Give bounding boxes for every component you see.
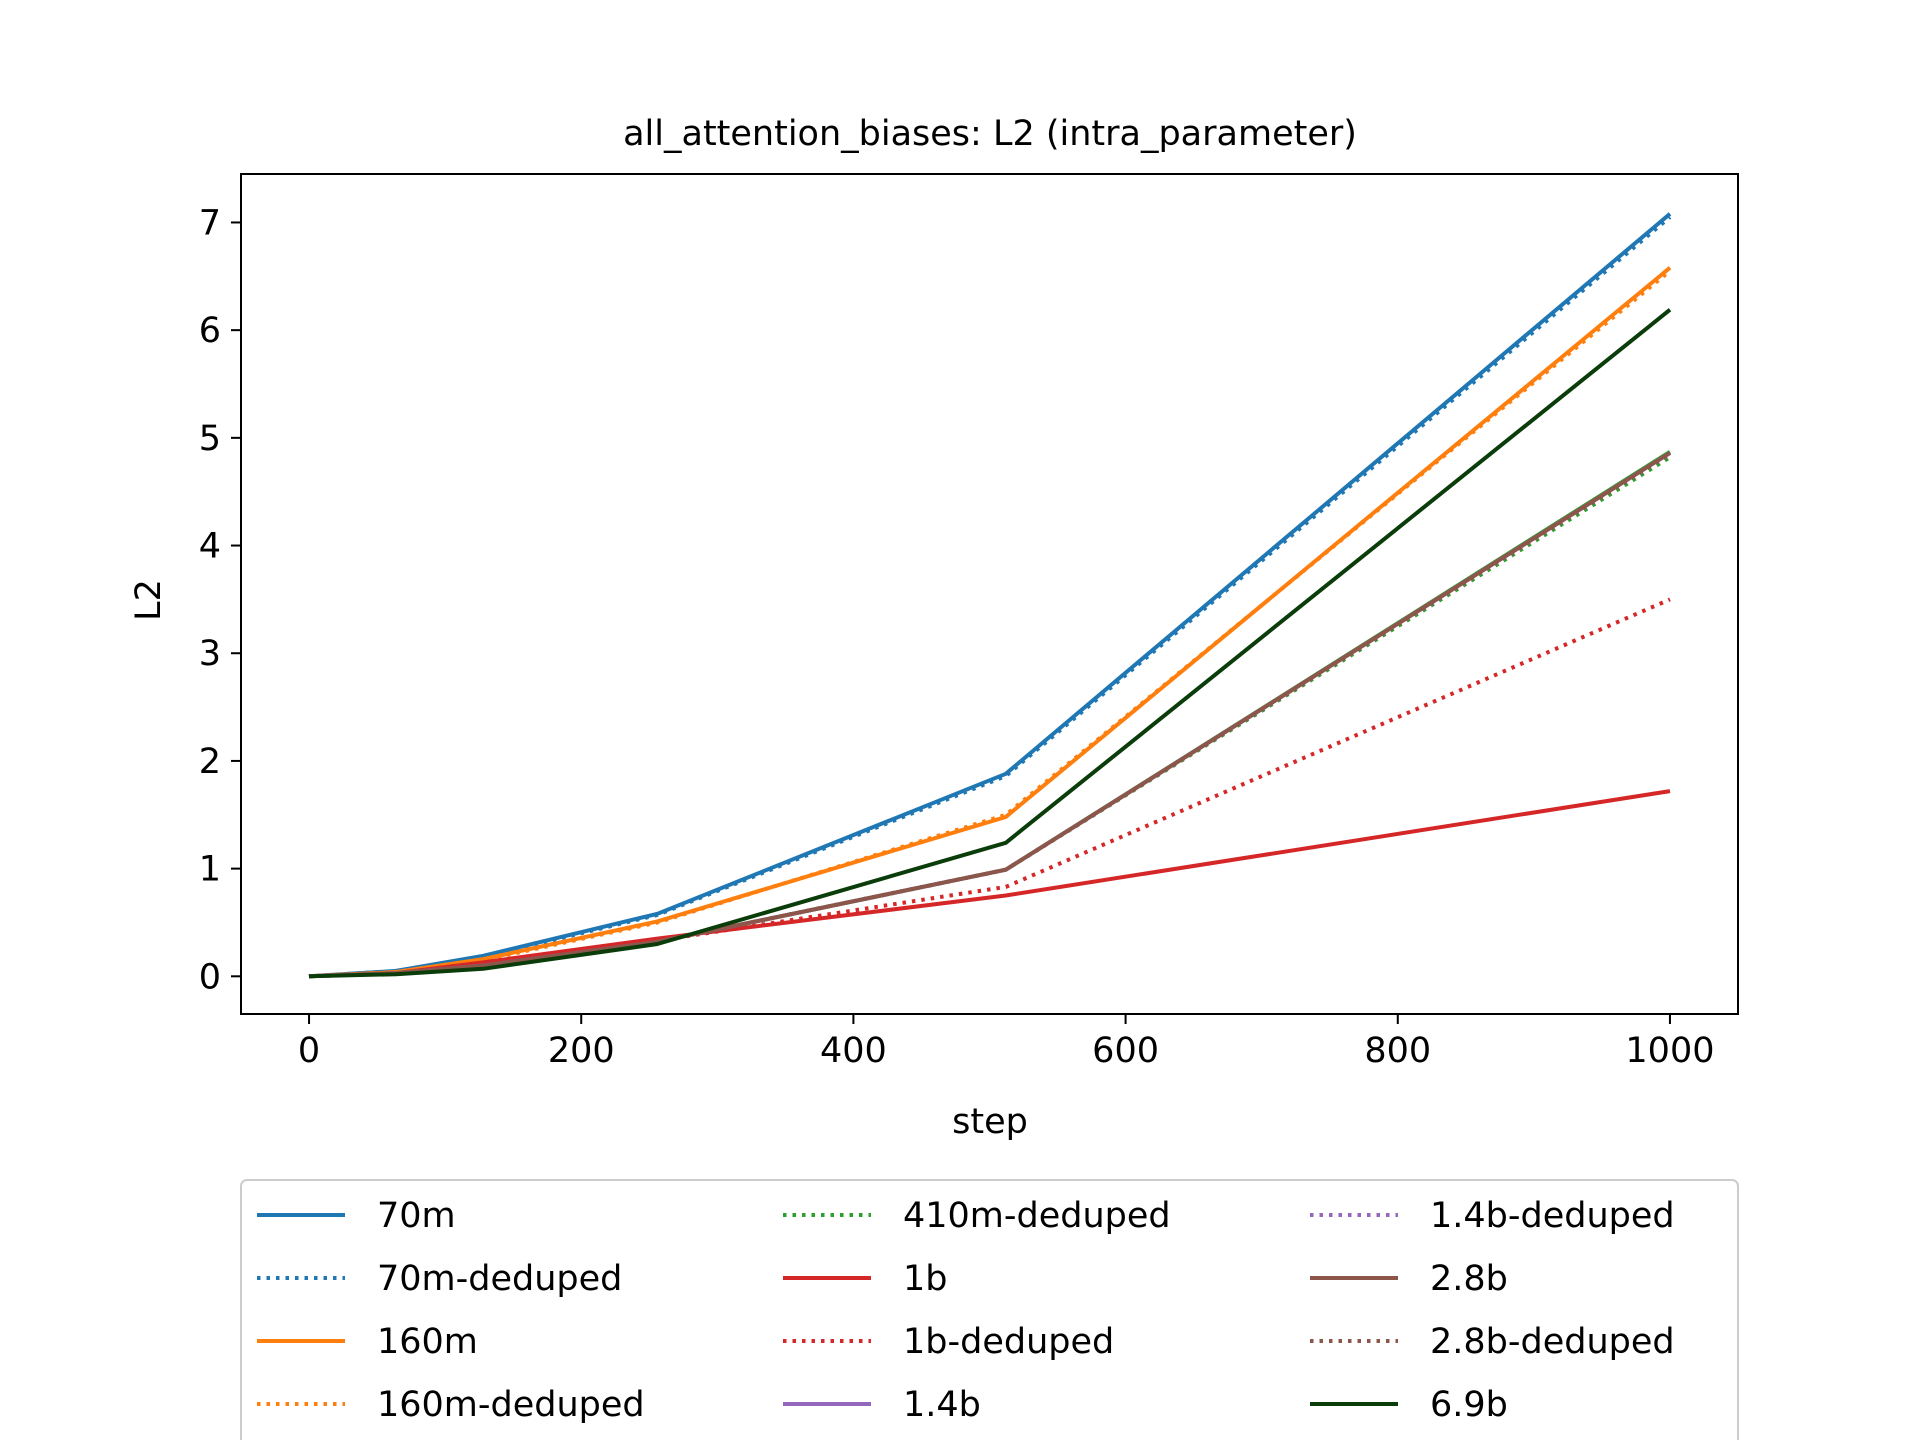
- legend-label: 1.4b: [903, 1385, 981, 1425]
- y-tick-label: 3: [199, 634, 221, 674]
- legend-label: 410m-deduped: [903, 1196, 1171, 1236]
- x-tick-label: 1000: [1625, 1031, 1714, 1071]
- y-tick-label: 7: [199, 203, 221, 243]
- series-line-4: [308, 269, 1672, 979]
- y-tick-label: 6: [199, 311, 221, 351]
- x-tick-label: 0: [298, 1031, 320, 1071]
- x-tick-label: 600: [1092, 1031, 1159, 1071]
- plot-lines: [308, 212, 1672, 979]
- chart-title: all_attention_biases: L2 (intra_paramete…: [623, 114, 1357, 154]
- legend-box: [240, 1179, 1739, 1440]
- legend-label: 1b-deduped: [903, 1322, 1114, 1362]
- legend-label: 2.8b-deduped: [1430, 1322, 1675, 1362]
- legend-label: 160m: [377, 1322, 478, 1362]
- legend-label: 6.9b: [1430, 1385, 1508, 1425]
- legend-label: 1.4b-deduped: [1430, 1196, 1675, 1236]
- x-tick-label: 400: [820, 1031, 887, 1071]
- series-line-12: [308, 308, 1672, 979]
- y-tick-label: 2: [199, 742, 221, 782]
- y-tick-label: 5: [199, 419, 221, 459]
- series-line-1: [308, 212, 1672, 979]
- series-line-11: [308, 452, 1672, 979]
- legend-label: 160m-deduped: [377, 1385, 645, 1425]
- y-tick-label: 0: [199, 957, 221, 997]
- x-tick-label: 800: [1364, 1031, 1431, 1071]
- x-axis-label: step: [952, 1102, 1028, 1142]
- legend-label: 2.8b: [1430, 1259, 1508, 1299]
- plot-frame: [240, 173, 1739, 1015]
- y-axis-label: L2: [129, 579, 169, 621]
- legend-label: 70m-deduped: [377, 1259, 622, 1299]
- legend: 70m 70m-deduped 160m 160m-deduped 410m-dedup…: [240, 1179, 1739, 1440]
- legend-label: 70m: [377, 1196, 456, 1236]
- legend-items: 70m 70m-deduped 160m 160m-deduped 410m-dedup…: [257, 1196, 1675, 1425]
- legend-label: 1b: [903, 1259, 948, 1299]
- series-line-7: [308, 597, 1671, 979]
- y-axis-ticks: 0 1 2 3 4 5 6 7: [199, 203, 241, 997]
- series-line-2: [308, 215, 1672, 979]
- series-line-3: [308, 266, 1672, 979]
- y-tick-label: 1: [199, 850, 221, 890]
- x-tick-label: 200: [548, 1031, 615, 1071]
- x-axis-ticks: 0 200 400 600 800 1000: [298, 1014, 1714, 1071]
- y-tick-label: 4: [199, 527, 221, 567]
